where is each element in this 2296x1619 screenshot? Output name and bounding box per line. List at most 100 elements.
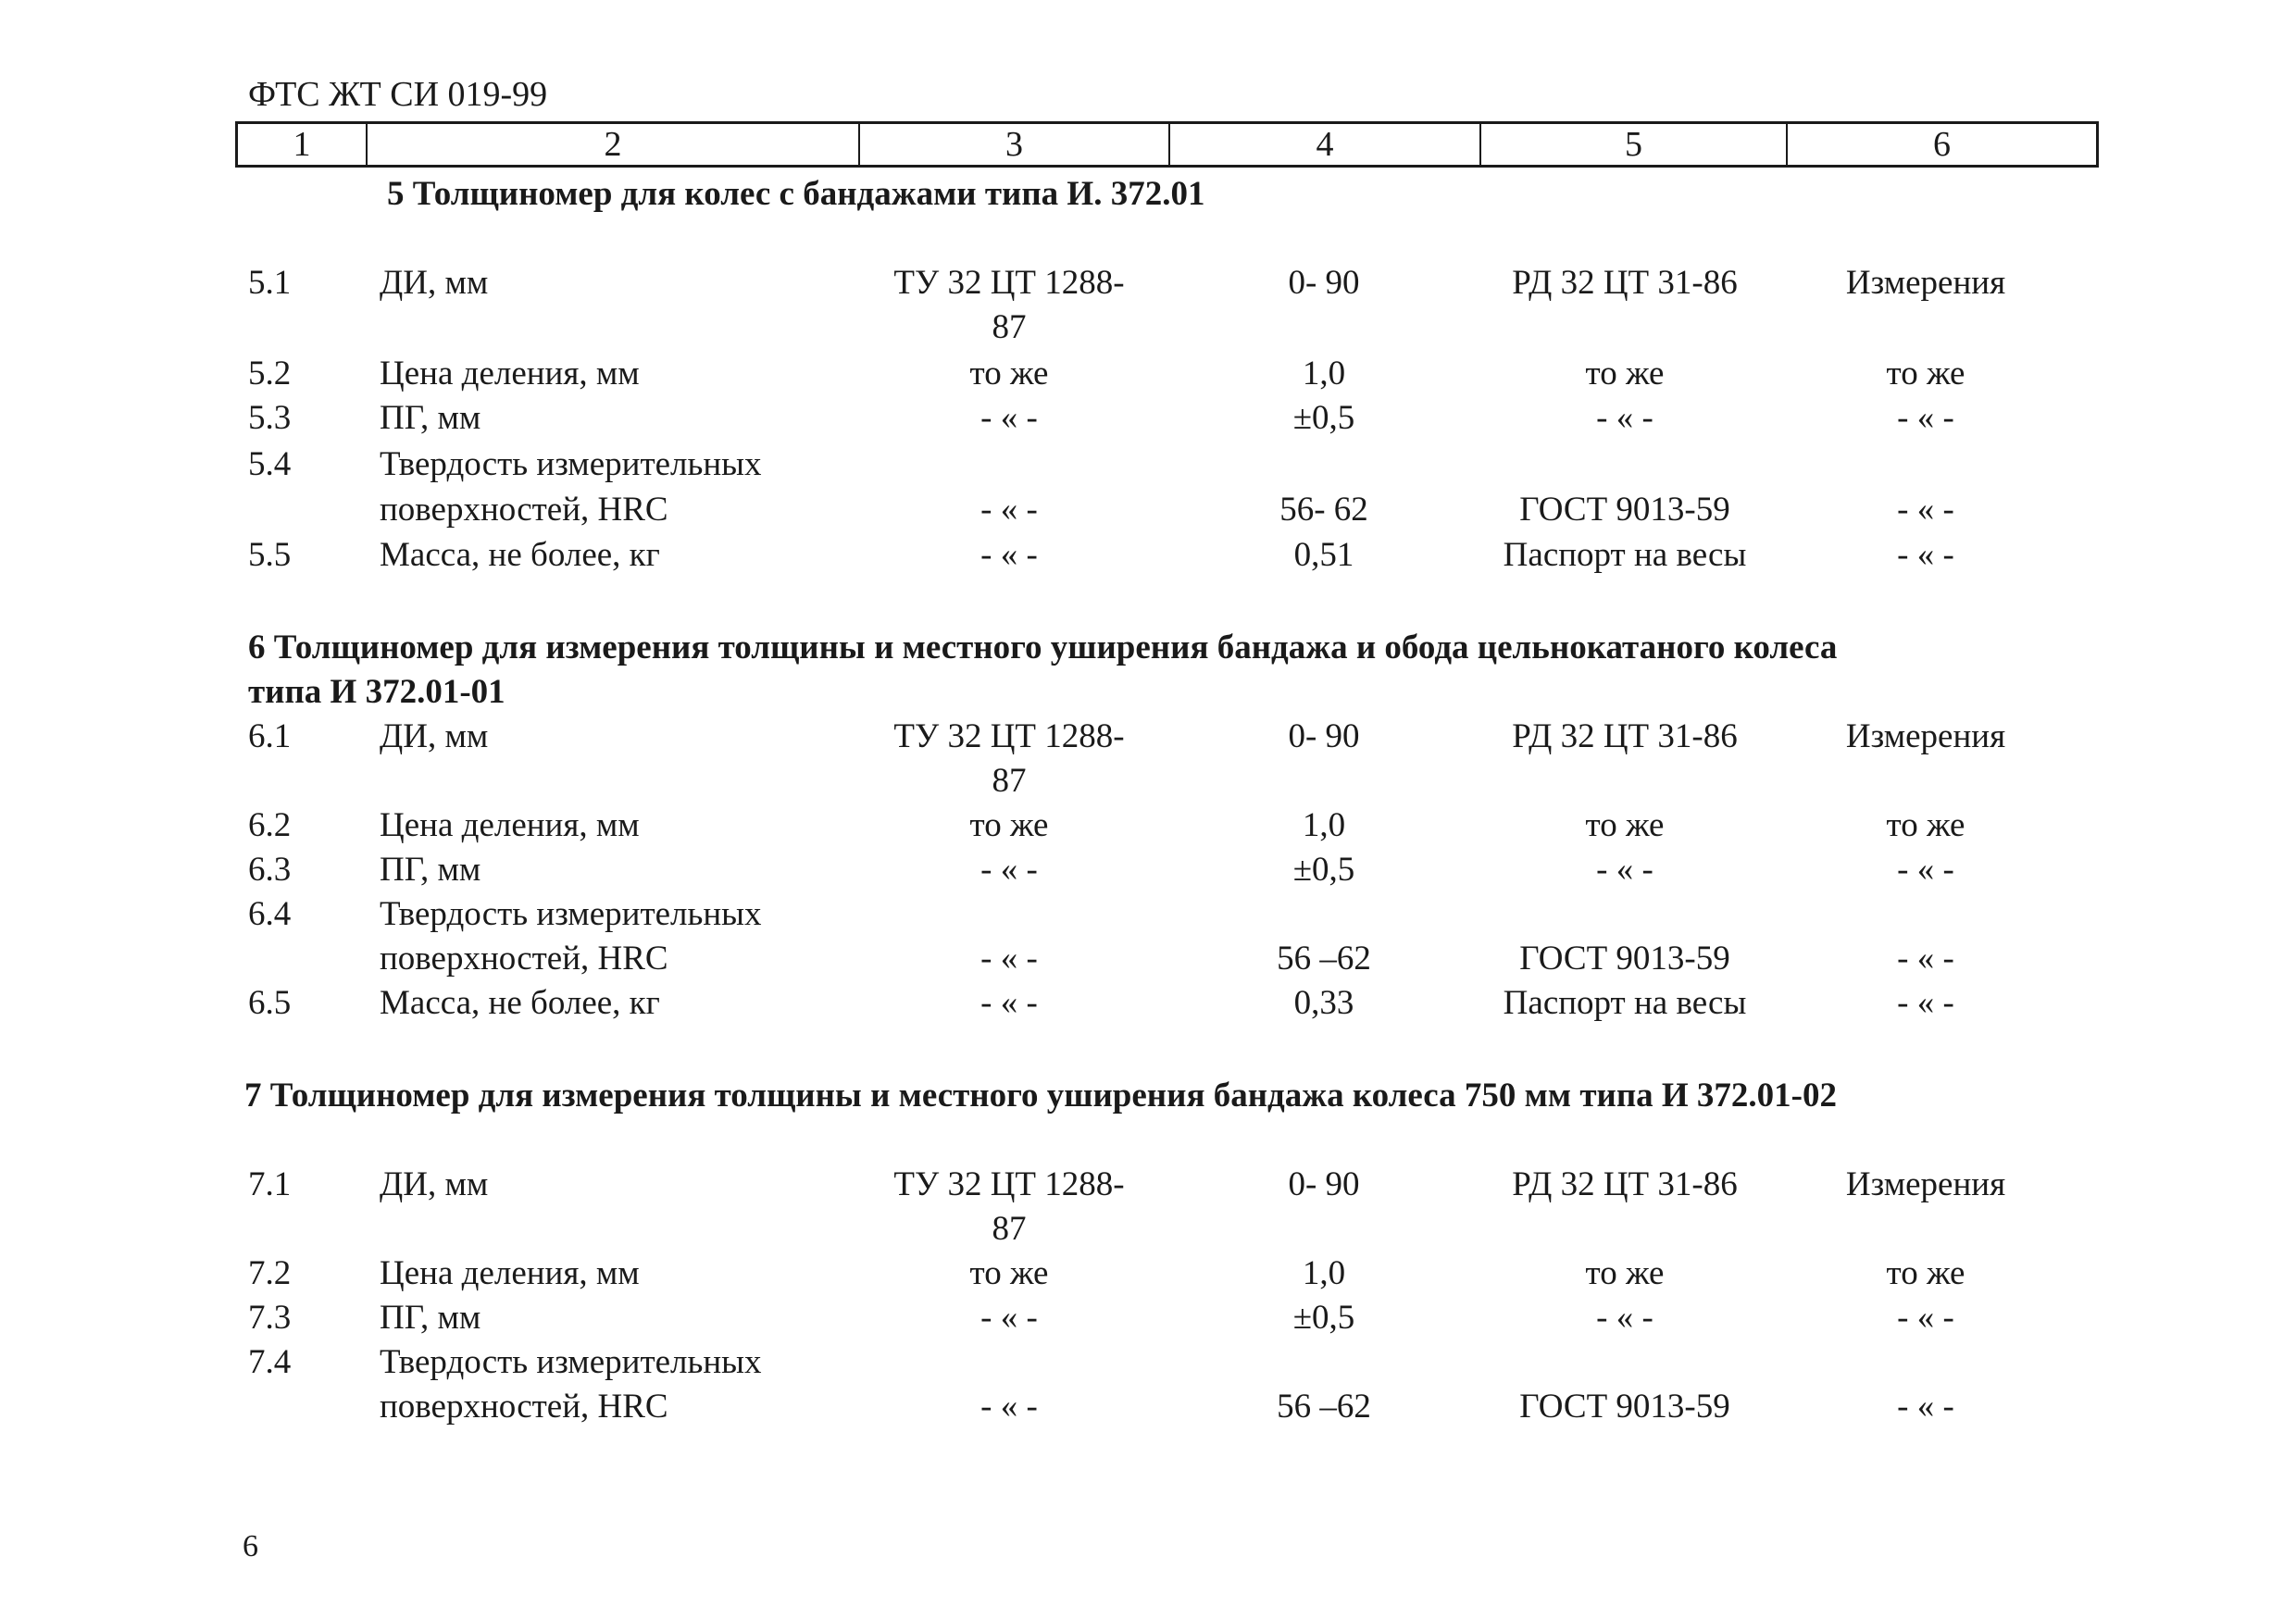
item-note: то же — [1886, 355, 1965, 392]
item-note: - « - — [1897, 940, 1954, 978]
item-number: 6.5 — [248, 984, 292, 1022]
item-note: то же — [1886, 806, 1965, 844]
item-method: Паспорт на весы — [1503, 984, 1747, 1022]
item-method: ГОСТ 9013-59 — [1519, 491, 1730, 529]
item-note: - « - — [1897, 491, 1954, 529]
table-row: 5.1 ДИ, мм ТУ 32 ЦТ 1288- 87 0- 90 РД 32… — [0, 261, 2296, 346]
table-row: 5.2 Цена деления, мм то же 1,0 то же то … — [0, 352, 2296, 396]
item-name-continued: поверхностей, HRC — [380, 491, 668, 529]
item-name: Масса, не более, кг — [380, 984, 660, 1022]
item-value: 0- 90 — [1288, 717, 1360, 755]
item-value: 1,0 — [1302, 806, 1346, 844]
table-row: 6.2 Цена деления, мм то же 1,0 то же то … — [0, 803, 2296, 848]
item-doc: - « - — [980, 536, 1038, 574]
item-method: - « - — [1596, 851, 1653, 889]
item-note: Измерения — [1845, 264, 2006, 302]
item-name-continued: поверхностей, HRC — [380, 1388, 668, 1426]
item-name: Твердость измерительных — [380, 445, 762, 483]
document-code: ФТС ЖТ СИ 019-99 — [248, 75, 548, 114]
column-number: 5 — [1481, 124, 1788, 165]
table-row: 6.3 ПГ, мм - « - ±0,5 - « - - « - — [0, 848, 2296, 892]
table-row: 5.4 Твердость измерительных — [0, 442, 2296, 487]
item-doc: ТУ 32 ЦТ 1288- — [893, 717, 1125, 755]
item-doc: - « - — [980, 1299, 1038, 1337]
table-row: поверхностей, HRC - « - 56 –62 ГОСТ 9013… — [0, 937, 2296, 981]
table-row: 6.4 Твердость измерительных — [0, 892, 2296, 937]
table-row: 7.4 Твердость измерительных — [0, 1340, 2296, 1385]
item-value: 0- 90 — [1288, 264, 1360, 302]
item-doc: - « - — [980, 491, 1038, 529]
item-method: то же — [1585, 1254, 1665, 1292]
item-doc: - « - — [980, 399, 1038, 437]
table-row: поверхностей, HRC - « - 56- 62 ГОСТ 9013… — [0, 488, 2296, 532]
item-method: РД 32 ЦТ 31-86 — [1512, 1165, 1738, 1203]
item-note: - « - — [1897, 399, 1954, 437]
item-value: ±0,5 — [1292, 851, 1355, 889]
item-doc: ТУ 32 ЦТ 1288- — [893, 264, 1125, 302]
item-name: ПГ, мм — [380, 851, 481, 889]
item-note: Измерения — [1845, 1165, 2006, 1203]
item-number: 7.2 — [248, 1254, 292, 1292]
item-number: 5.2 — [248, 355, 292, 392]
item-note: то же — [1886, 1254, 1965, 1292]
item-note: Измерения — [1845, 717, 2006, 755]
item-value: 0,33 — [1293, 984, 1354, 1022]
item-doc: - « - — [980, 1388, 1038, 1426]
item-number: 5.1 — [248, 264, 292, 302]
item-note: - « - — [1897, 1299, 1954, 1337]
item-value: 0,51 — [1293, 536, 1354, 574]
item-doc: то же — [969, 355, 1049, 392]
table-row: поверхностей, HRC - « - 56 –62 ГОСТ 9013… — [0, 1385, 2296, 1429]
item-doc: - « - — [980, 984, 1038, 1022]
item-name: ДИ, мм — [380, 1165, 489, 1203]
item-doc-continued: 87 — [992, 762, 1027, 800]
column-number: 2 — [368, 124, 860, 165]
item-number: 6.2 — [248, 806, 292, 844]
column-number: 1 — [238, 124, 368, 165]
page-number: 6 — [243, 1529, 258, 1563]
item-value: ±0,5 — [1292, 1299, 1355, 1337]
item-method: РД 32 ЦТ 31-86 — [1512, 717, 1738, 755]
item-value: 56 –62 — [1277, 1388, 1371, 1426]
item-number: 6.4 — [248, 895, 292, 933]
item-name: ПГ, мм — [380, 399, 481, 437]
item-method: РД 32 ЦТ 31-86 — [1512, 264, 1738, 302]
item-doc: - « - — [980, 851, 1038, 889]
item-name-continued: поверхностей, HRC — [380, 940, 668, 978]
item-method: Паспорт на весы — [1503, 536, 1747, 574]
item-method: - « - — [1596, 1299, 1653, 1337]
item-name: Твердость измерительных — [380, 1343, 762, 1381]
item-value: 1,0 — [1302, 355, 1346, 392]
column-number: 4 — [1170, 124, 1481, 165]
item-value: 56 –62 — [1277, 940, 1371, 978]
table-row: 6.5 Масса, не более, кг - « - 0,33 Паспо… — [0, 981, 2296, 1026]
item-value: ±0,5 — [1292, 399, 1355, 437]
item-name: Масса, не более, кг — [380, 536, 660, 574]
table-row: 7.2 Цена деления, мм то же 1,0 то же то … — [0, 1252, 2296, 1296]
item-name: Твердость измерительных — [380, 895, 762, 933]
table-row: 5.5 Масса, не более, кг - « - 0,51 Паспо… — [0, 533, 2296, 578]
column-number-header: 1 2 3 4 5 6 — [235, 121, 2099, 168]
item-doc-continued: 87 — [992, 1210, 1027, 1248]
item-doc: то же — [969, 806, 1049, 844]
item-method: то же — [1585, 806, 1665, 844]
item-name: Цена деления, мм — [380, 806, 640, 844]
item-note: - « - — [1897, 1388, 1954, 1426]
section-title: 7 Толщиномер для измерения толщины и мес… — [244, 1077, 1837, 1115]
item-method: то же — [1585, 355, 1665, 392]
section-title: 6 Толщиномер для измерения толщины и мес… — [248, 629, 1838, 666]
item-number: 6.3 — [248, 851, 292, 889]
item-method: - « - — [1596, 399, 1653, 437]
item-number: 5.5 — [248, 536, 292, 574]
column-number: 6 — [1933, 125, 1951, 164]
item-doc: ТУ 32 ЦТ 1288- — [893, 1165, 1125, 1203]
item-note: - « - — [1897, 536, 1954, 574]
item-method: ГОСТ 9013-59 — [1519, 1388, 1730, 1426]
item-doc: то же — [969, 1254, 1049, 1292]
table-row: 7.1 ДИ, мм ТУ 32 ЦТ 1288- 87 0- 90 РД 32… — [0, 1163, 2296, 1248]
table-row: 5.3 ПГ, мм - « - ±0,5 - « - - « - — [0, 396, 2296, 441]
item-note: - « - — [1897, 851, 1954, 889]
item-method: ГОСТ 9013-59 — [1519, 940, 1730, 978]
item-number: 5.4 — [248, 445, 292, 483]
column-number: 3 — [860, 124, 1170, 165]
